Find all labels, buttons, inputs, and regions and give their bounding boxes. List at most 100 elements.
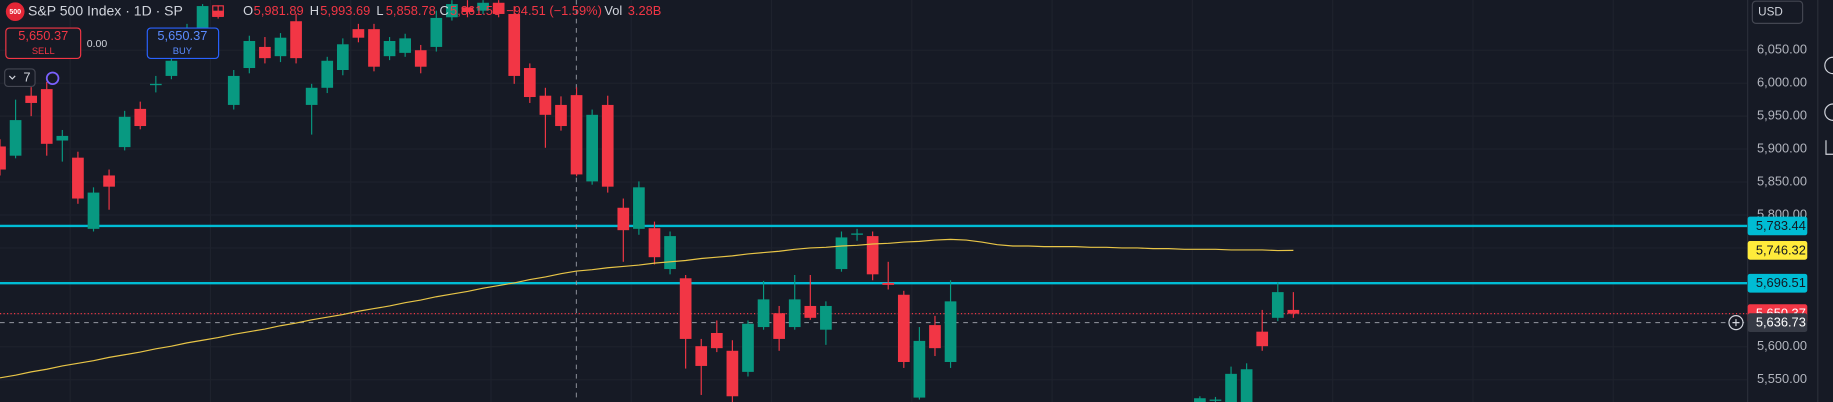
candle-body	[788, 299, 801, 328]
crosshair-label-bg	[1747, 313, 1808, 332]
candle-body	[321, 60, 334, 88]
candle-body	[461, 7, 474, 12]
candle-body	[1240, 369, 1253, 402]
ohlc-label: L	[376, 3, 383, 18]
candle-body	[243, 40, 256, 69]
vol-label: Vol	[604, 3, 622, 18]
toolbar-icon[interactable]	[1824, 103, 1833, 121]
candle-body	[259, 46, 271, 59]
candle-body	[1225, 373, 1237, 402]
logo-text: 500	[9, 9, 21, 16]
currency-button[interactable]	[1751, 0, 1804, 24]
candle-body	[835, 237, 848, 270]
vol-value: 3.28B	[628, 3, 662, 18]
candle-body	[648, 228, 661, 258]
sync-icon[interactable]	[45, 71, 60, 86]
spread: 0.00	[87, 38, 108, 50]
candle-body	[165, 60, 178, 76]
icon	[212, 5, 224, 17]
candle-body	[664, 236, 676, 270]
currency: USD	[1758, 5, 1783, 18]
candle-body	[523, 68, 536, 98]
candle-body	[25, 95, 38, 103]
sell-button[interactable]	[5, 27, 82, 60]
y-tick-label: 5,600.00	[1757, 338, 1807, 353]
candle-body	[508, 13, 521, 76]
ma-label: 5,746.32	[1756, 242, 1806, 257]
candle-body	[196, 6, 209, 34]
ohlc-label: H	[310, 3, 319, 18]
ohlc-value: 5,993.69	[320, 3, 370, 18]
candle-body	[633, 187, 645, 229]
toolbar-icon[interactable]	[1824, 56, 1833, 75]
symbol: S&P 500 Index · 1D · SP	[28, 2, 183, 18]
candle-body	[477, 2, 489, 11]
candle-body	[134, 108, 147, 127]
candle-body	[9, 120, 22, 156]
moving-average	[0, 238, 1294, 379]
candle-body	[103, 175, 115, 187]
indicator-toggle[interactable]	[4, 68, 36, 88]
price-line-label: 5,696.51	[1756, 275, 1806, 290]
plot	[0, 0, 1748, 402]
ohlc-value: 5,861.56	[450, 3, 500, 18]
candle-body	[1256, 331, 1269, 347]
sell-price: 5,650.37	[18, 28, 68, 43]
toolbar-icon[interactable]	[1825, 140, 1833, 155]
logo	[5, 2, 25, 22]
buy-button[interactable]	[146, 27, 220, 60]
trade-buttons: 5,650.37 SELL 0.00 5,650.37 BUY 7	[4, 27, 220, 88]
candle-body	[601, 104, 614, 187]
candle-body	[773, 313, 785, 339]
indicator-count: 7	[23, 70, 30, 85]
ohlc-label: C	[440, 3, 449, 18]
candle-body	[149, 83, 162, 86]
change: −94.51 (−1.59%)	[506, 3, 602, 18]
candle-body	[695, 346, 708, 366]
candle-body	[586, 114, 598, 182]
header: 500 S&P 500 Index · 1D · SP O 5,981.89 H…	[5, 2, 662, 22]
candle-body	[212, 10, 225, 16]
candle-body	[1209, 399, 1222, 401]
candle-body	[118, 116, 131, 148]
price-line-label-bg	[1747, 273, 1808, 293]
candle-body	[72, 157, 84, 199]
price-axis: 5,550.005,600.005,650.005,700.005,750.00…	[1747, 42, 1808, 386]
add-icon	[1732, 319, 1740, 327]
y-tick-label: 5,550.00	[1757, 371, 1807, 386]
candle-body	[383, 40, 396, 57]
candle-body	[414, 50, 427, 67]
candle-body	[710, 332, 723, 349]
candle-body	[0, 146, 6, 170]
candle-body	[227, 75, 240, 105]
buy-price: 5,650.37	[157, 28, 207, 43]
candle-body	[352, 29, 365, 38]
candle-body	[40, 89, 53, 144]
candle-body	[1271, 292, 1284, 318]
candle-body	[897, 294, 910, 362]
y-tick-label: 6,000.00	[1757, 75, 1807, 90]
candle-body	[913, 340, 926, 398]
candle-body	[290, 21, 302, 59]
candle-body	[492, 2, 505, 14]
candle-body	[679, 278, 692, 339]
ohlc-value: 5,981.89	[254, 3, 304, 18]
ma-label-bg	[1747, 241, 1808, 260]
candle-body	[430, 17, 443, 47]
price-line-label-bg	[1747, 216, 1808, 236]
candle-body	[726, 350, 739, 397]
y-tick-label: 5,900.00	[1757, 140, 1807, 155]
candle-body	[851, 233, 863, 235]
candle-body	[804, 305, 817, 318]
y-tick-label: 5,950.00	[1757, 108, 1807, 123]
candle-body	[1194, 398, 1206, 402]
candle-body	[87, 192, 100, 229]
candle-body	[929, 325, 941, 349]
price-line-label: 5,783.44	[1756, 218, 1806, 233]
candle-body	[1287, 309, 1300, 314]
sell-label: SELL	[32, 46, 55, 56]
y-tick-label: 5,850.00	[1757, 173, 1807, 188]
